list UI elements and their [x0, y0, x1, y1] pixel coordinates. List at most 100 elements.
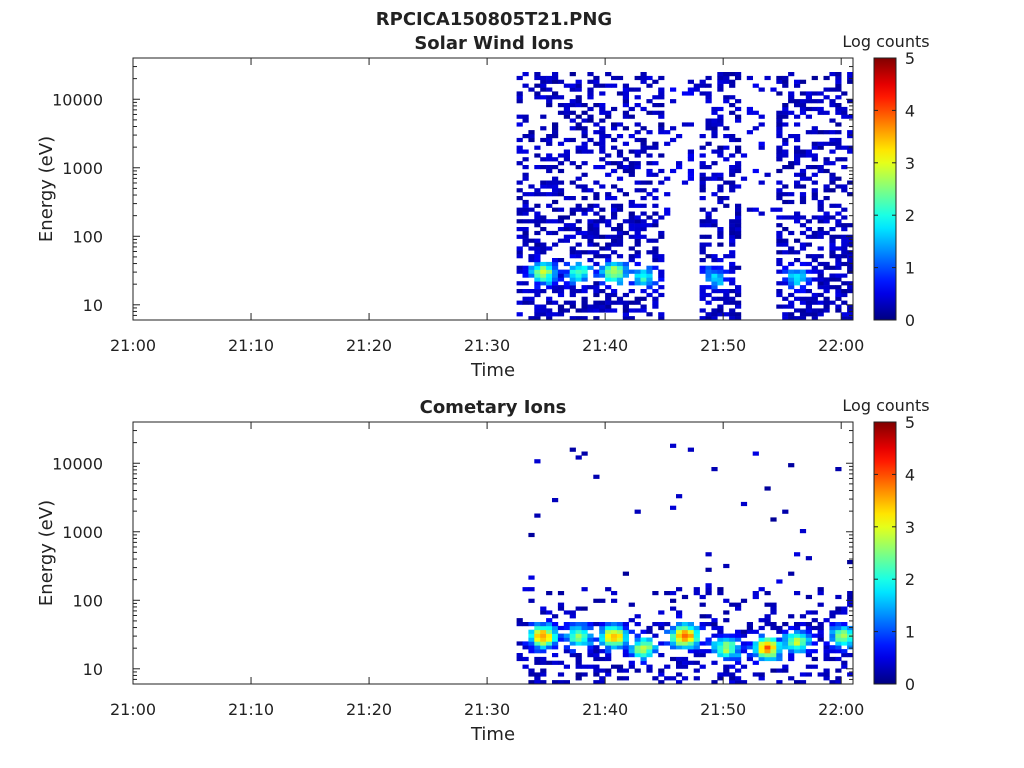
heat-cell: [658, 75, 665, 81]
heat-cell: [599, 149, 606, 154]
heat-cell: [581, 230, 588, 236]
heat-cell: [534, 289, 541, 294]
heat-cell: [569, 614, 576, 619]
heat-cell: [563, 227, 570, 232]
heat-cell: [646, 250, 653, 255]
heat-cell: [540, 246, 547, 251]
heat-cell: [764, 637, 771, 642]
heat-cell: [634, 219, 641, 224]
heat-cell: [746, 130, 753, 135]
heat-cell: [546, 660, 553, 665]
heat-cell: [587, 118, 594, 123]
heat-cell: [546, 168, 553, 174]
heat-cell: [552, 614, 559, 619]
heat-cell: [611, 308, 618, 313]
heat-cell: [593, 645, 600, 650]
heat-cell: [823, 168, 830, 174]
heat-cell: [640, 219, 647, 224]
heat-cell: [829, 610, 836, 615]
heat-cell: [546, 277, 553, 282]
heat-cell: [782, 641, 789, 646]
heat-cell: [676, 633, 683, 638]
heat-cell: [599, 234, 606, 239]
heat-cell: [652, 304, 659, 309]
heat-cell: [729, 656, 736, 662]
heat-cell: [593, 300, 600, 305]
heat-cell: [758, 211, 765, 216]
heat-cell: [534, 215, 541, 220]
heat-cell: [587, 234, 594, 239]
heat-cell: [805, 219, 812, 224]
heat-cell: [593, 180, 600, 185]
heat-cell: [534, 83, 541, 88]
heat-cell: [634, 622, 641, 627]
heat-cell: [658, 625, 665, 631]
heat-cell: [563, 285, 570, 290]
heat-cell: [599, 110, 606, 115]
cb-tick-label: 1: [905, 259, 915, 278]
heat-cell: [540, 192, 547, 197]
heat-cell: [823, 110, 830, 115]
heat-cell: [557, 308, 565, 313]
heat-cell: [575, 637, 582, 642]
heat-cell: [581, 629, 588, 634]
heat-cell: [770, 625, 777, 631]
heat-cell: [847, 99, 854, 104]
heat-cell: [593, 672, 600, 677]
heat-cell: [823, 230, 830, 236]
heat-cell: [616, 254, 624, 259]
x-ticks: 21:00 21:10 21:20 21:30 21:40 21:50 22:00: [110, 422, 864, 719]
heat-cell: [599, 106, 606, 112]
heat-cell: [788, 161, 795, 166]
heat-cell: [711, 254, 718, 259]
heat-cell: [676, 165, 683, 170]
heat-cell: [605, 645, 612, 650]
heat-cell: [699, 653, 706, 658]
heat-cell: [622, 645, 629, 650]
heat-cell: [829, 238, 836, 243]
heat-cell: [528, 184, 535, 189]
heat-cell: [835, 184, 842, 189]
heat-cell: [829, 614, 836, 619]
heat-cell: [581, 269, 588, 274]
heat-cell: [776, 91, 783, 96]
heat-cell: [575, 277, 582, 282]
heat-cell: [841, 157, 848, 162]
heat-cell: [735, 300, 742, 305]
heat-cell: [705, 637, 712, 642]
heat-cell: [799, 273, 807, 278]
heat-cell: [788, 277, 795, 282]
heat-cell: [552, 242, 559, 247]
heat-cell: [534, 258, 541, 263]
x-tick-label: 21:40: [582, 700, 628, 719]
heat-cell: [735, 165, 742, 170]
heat-cell: [699, 207, 706, 212]
heat-cell: [634, 250, 641, 255]
heat-cell: [823, 281, 830, 286]
heat-cell: [788, 95, 795, 100]
heat-cell: [622, 114, 629, 119]
heat-cell: [534, 261, 541, 267]
heat-cell: [670, 137, 677, 143]
heat-cell: [528, 637, 535, 642]
heat-cell: [829, 203, 836, 208]
heat-cell: [552, 258, 559, 263]
heat-cell: [841, 641, 848, 646]
heat-cell: [634, 180, 641, 185]
heat-cell: [693, 637, 700, 642]
heat-cell: [605, 587, 612, 592]
heat-cell: [817, 227, 824, 232]
heat-cell: [717, 649, 724, 654]
heat-cell: [599, 141, 606, 146]
heat-cell: [847, 281, 854, 286]
heat-cell: [569, 649, 576, 654]
heat-cell: [817, 145, 824, 150]
heat-cell: [516, 91, 523, 96]
heat-cell: [788, 292, 795, 298]
heat-cell: [593, 474, 600, 479]
heat-cell: [799, 91, 807, 96]
heat-cell: [705, 273, 712, 278]
heat-cell: [557, 312, 565, 317]
heat-cell: [664, 141, 671, 146]
heat-cell: [847, 254, 854, 259]
